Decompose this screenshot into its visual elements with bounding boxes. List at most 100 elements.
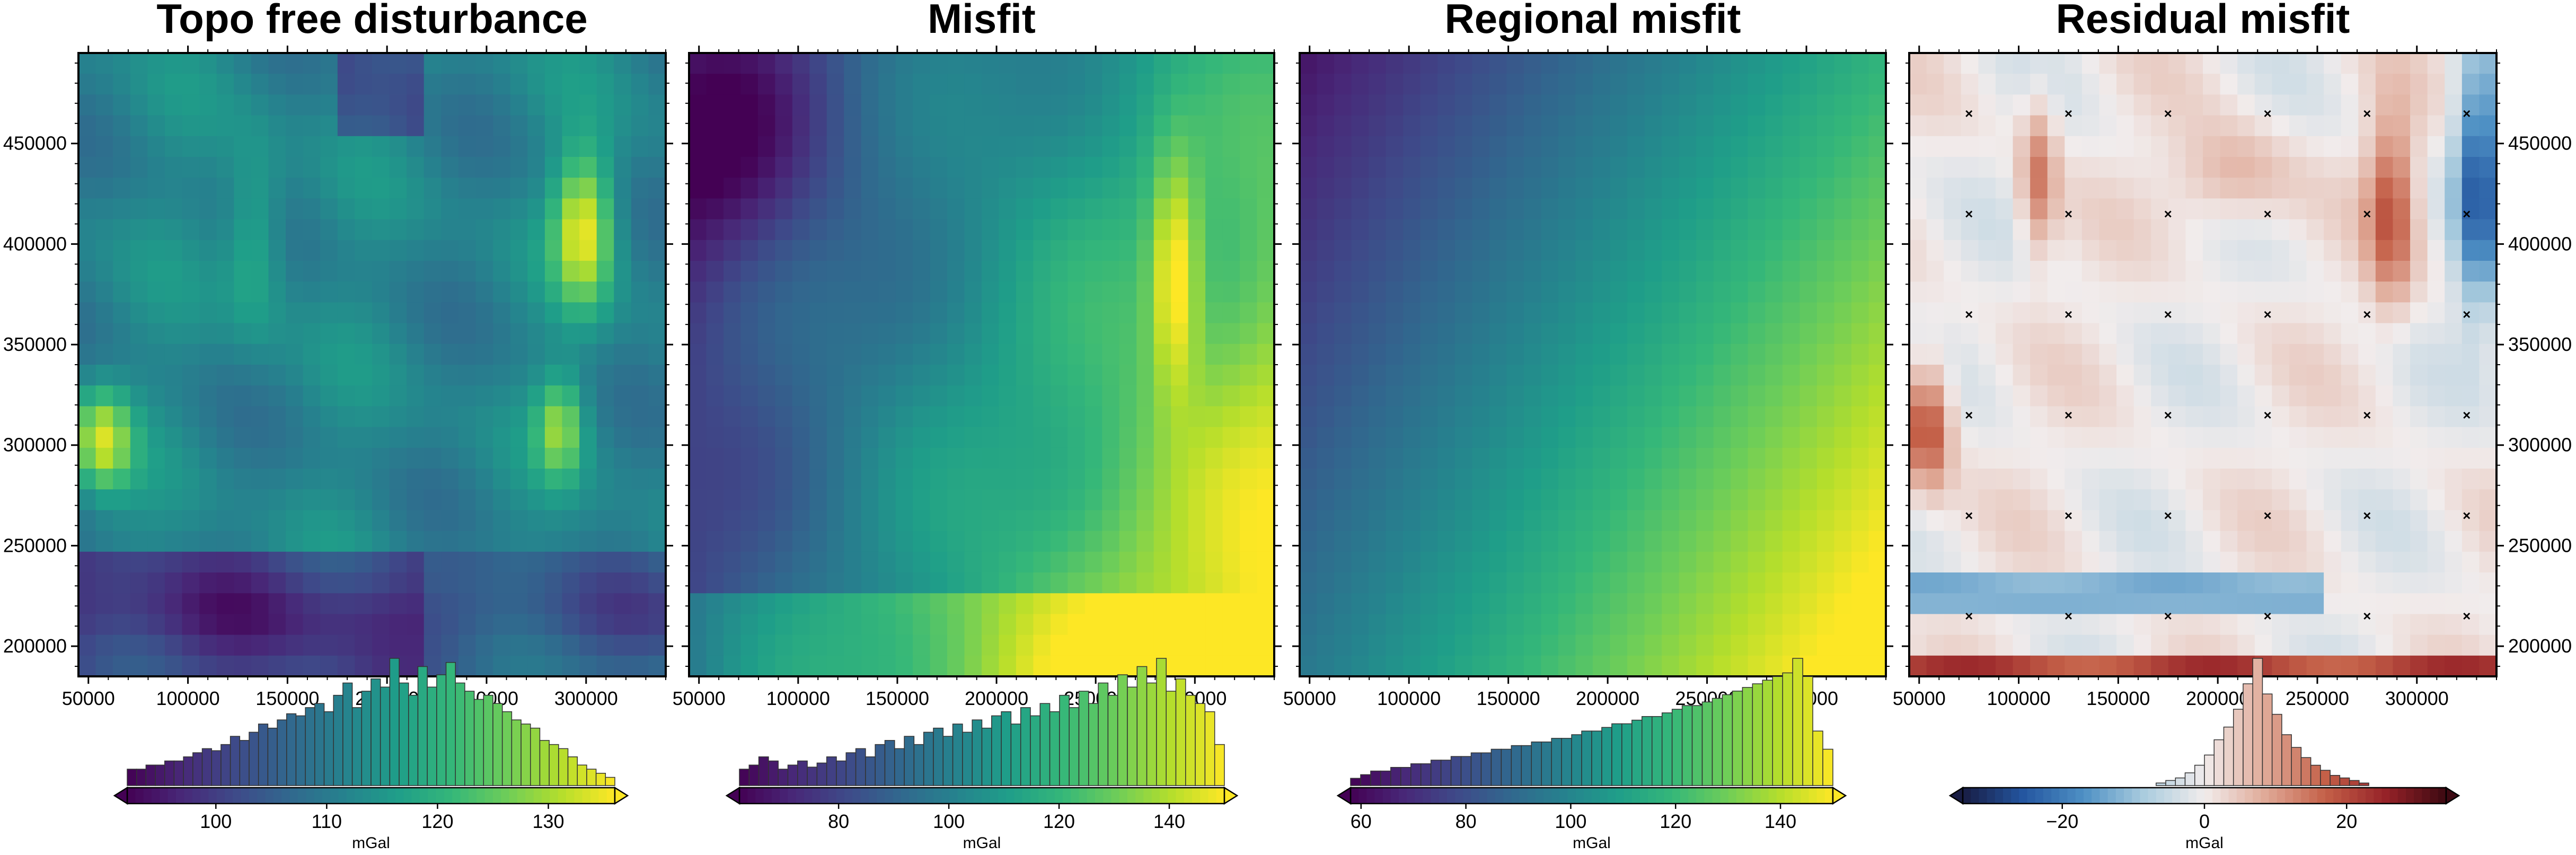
raster-cell [234, 115, 252, 137]
colorbar-segment [998, 788, 1007, 804]
raster-cell [475, 74, 493, 95]
raster-cell [1257, 178, 1275, 199]
raster-cell [2479, 385, 2497, 407]
histogram-bar [1581, 730, 1592, 786]
raster-cell [706, 593, 724, 614]
raster-cell [2341, 427, 2359, 448]
raster-cell [544, 74, 563, 95]
raster-cell [1240, 551, 1258, 573]
raster-cell [2462, 614, 2480, 636]
raster-cell [1541, 219, 1559, 241]
raster-cell [2393, 385, 2411, 407]
raster-cell [648, 281, 666, 303]
raster-cell [1679, 634, 1697, 656]
raster-cell [147, 281, 165, 303]
raster-cell [1033, 323, 1051, 345]
raster-cell [1627, 178, 1645, 199]
raster-cell [878, 240, 896, 261]
raster-cell [2306, 302, 2324, 324]
raster-cell [355, 219, 373, 241]
raster-cell [2116, 53, 2134, 74]
raster-cell [1593, 365, 1611, 386]
raster-cell [389, 136, 407, 157]
raster-cell [2254, 427, 2272, 448]
raster-cell [2237, 323, 2255, 345]
raster-cell [234, 551, 252, 573]
raster-cell [1102, 447, 1120, 469]
raster-cell [1523, 94, 1542, 116]
raster-cell [2065, 219, 2083, 241]
raster-cell [1016, 178, 1034, 199]
colorbar-segment [135, 788, 144, 804]
raster-cell [1369, 614, 1387, 636]
raster-cell [1868, 634, 1886, 656]
raster-cell [1696, 219, 1714, 241]
raster-cell [182, 178, 200, 199]
raster-cell [1334, 385, 1352, 407]
raster-cell [1926, 634, 1944, 656]
raster-cell [1868, 385, 1886, 407]
raster-cell [1944, 302, 1962, 324]
histogram-bar [1175, 678, 1186, 786]
data-point-marker: × [2463, 608, 2471, 624]
raster-cell [1926, 447, 1944, 469]
raster-cell [78, 634, 96, 656]
raster-cell [1016, 510, 1034, 532]
data-point-marker: × [2164, 105, 2172, 121]
raster-cell [1205, 219, 1223, 241]
raster-cell [320, 385, 338, 407]
raster-cell [1523, 343, 1542, 365]
raster-cell [579, 572, 597, 594]
raster-cell [1153, 198, 1171, 220]
raster-cell [2375, 53, 2394, 74]
raster-cell [1961, 198, 1979, 220]
raster-cell [2254, 115, 2272, 137]
raster-cell [147, 53, 165, 74]
raster-cell [740, 302, 758, 324]
raster-cell [286, 219, 304, 241]
raster-cell [1731, 365, 1749, 386]
histogram-bar [758, 756, 769, 786]
raster-cell [1765, 115, 1783, 137]
raster-cell [1541, 198, 1559, 220]
raster-cell [614, 219, 632, 241]
raster-cell [1799, 240, 1818, 261]
raster-cell [1222, 489, 1240, 510]
raster-cell [2220, 74, 2238, 95]
raster-cell [1909, 157, 1927, 178]
raster-cell [475, 634, 493, 656]
raster-cell [372, 634, 390, 656]
raster-cell [1644, 261, 1662, 282]
raster-cell [579, 614, 597, 636]
raster-cell [2341, 385, 2359, 407]
raster-cell [286, 198, 304, 220]
raster-cell [320, 572, 338, 594]
raster-cell [964, 94, 982, 116]
panel-residual-misfit: Residual misfit ××××××××××××××××××××××××… [1893, 0, 2572, 852]
raster-cell [1171, 469, 1189, 490]
raster-cell [1799, 157, 1818, 178]
data-point-marker: × [2065, 105, 2072, 121]
raster-cell [1153, 74, 1171, 95]
raster-cell [1851, 178, 1869, 199]
raster-cell [2133, 240, 2151, 261]
raster-cell [2237, 447, 2255, 469]
histogram-bar [1088, 703, 1099, 786]
raster-cell [355, 572, 373, 594]
raster-cell [2479, 74, 2497, 95]
raster-cell [1541, 593, 1559, 614]
raster-cell [2341, 302, 2359, 324]
raster-cell [2151, 219, 2169, 241]
raster-cell [493, 634, 511, 656]
raster-cell [1205, 115, 1223, 137]
raster-cell [1593, 94, 1611, 116]
raster-cell [1944, 240, 1962, 261]
raster-cell [1240, 510, 1258, 532]
raster-cell [1696, 427, 1714, 448]
raster-cell [2081, 261, 2100, 282]
raster-cell [792, 510, 810, 532]
raster-cell [1506, 510, 1524, 532]
raster-cell [809, 115, 827, 137]
raster-cell [2289, 219, 2307, 241]
raster-cell [372, 427, 390, 448]
